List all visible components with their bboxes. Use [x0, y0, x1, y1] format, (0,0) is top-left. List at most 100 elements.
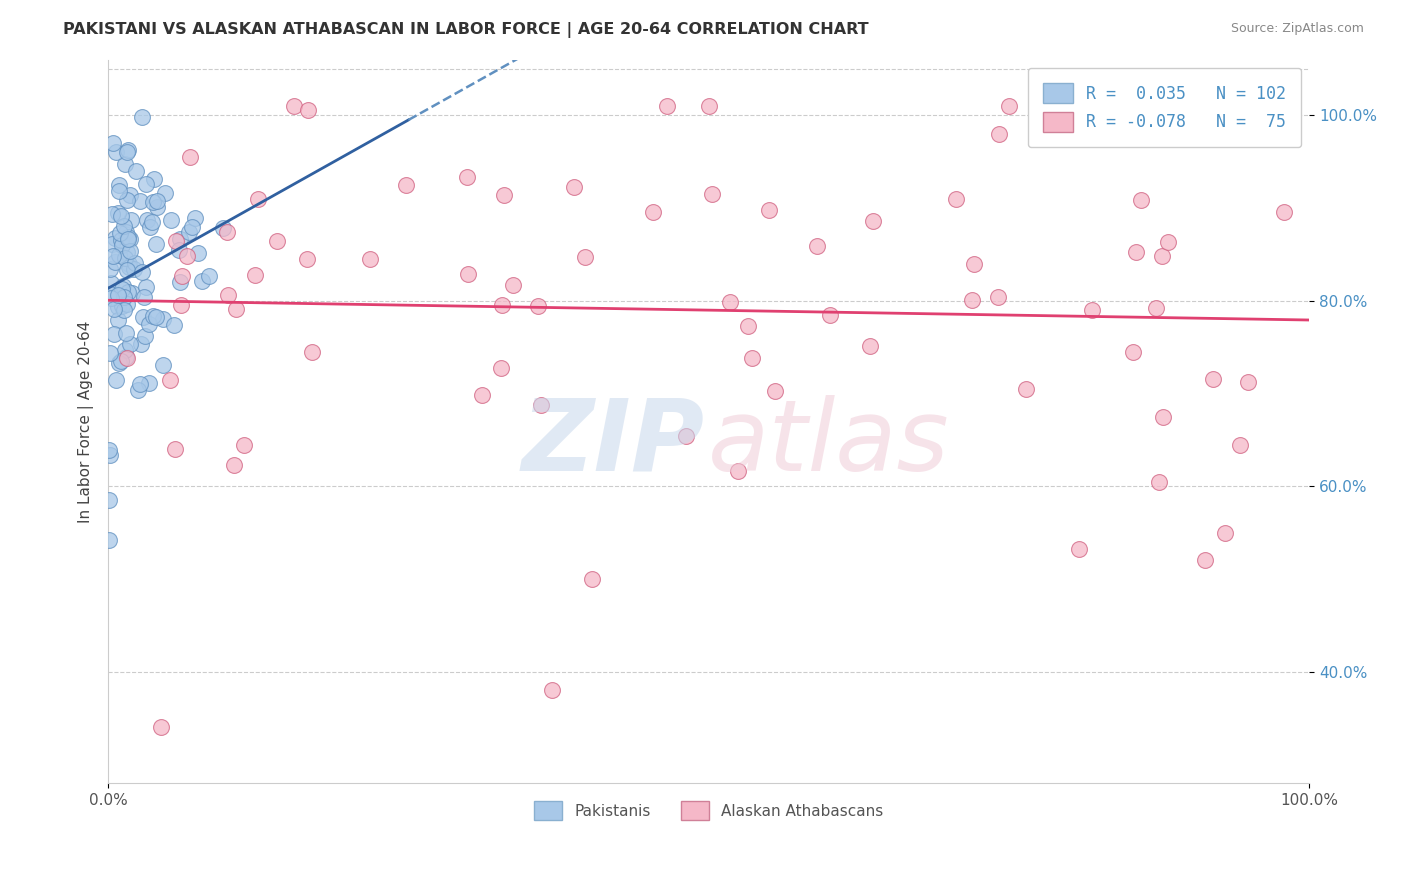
Point [104, 255, 127, 269]
Point [132, 290, 155, 304]
Point [283, 99, 305, 113]
Point [115, 351, 138, 366]
Point [1144, 301, 1167, 316]
Point [117, 232, 139, 246]
Point [998, 99, 1021, 113]
Point [491, 360, 513, 375]
Point [163, 318, 186, 332]
Point [120, 188, 142, 202]
Point [818, 308, 841, 322]
Point [107, 206, 129, 220]
Point [131, 110, 153, 124]
Point [526, 299, 548, 313]
Point [115, 326, 138, 341]
Point [111, 299, 134, 313]
Point [1125, 245, 1147, 260]
Point [198, 269, 221, 284]
Point [187, 246, 209, 260]
Point [181, 220, 204, 235]
Point [97, 493, 120, 508]
Point [108, 248, 131, 262]
Y-axis label: In Labor Force | Age 20-64: In Labor Force | Age 20-64 [79, 320, 94, 523]
Point [718, 295, 741, 310]
Point [145, 237, 167, 252]
Point [395, 178, 418, 193]
Point [111, 282, 134, 296]
Point [301, 344, 323, 359]
Point [159, 373, 181, 387]
Point [142, 194, 165, 209]
Point [135, 280, 157, 294]
Point [697, 99, 720, 113]
Point [806, 238, 828, 252]
Point [138, 317, 160, 331]
Legend: Pakistanis, Alaskan Athabascans: Pakistanis, Alaskan Athabascans [529, 795, 889, 826]
Text: Source: ZipAtlas.com: Source: ZipAtlas.com [1230, 22, 1364, 36]
Point [1147, 475, 1170, 489]
Point [177, 225, 200, 239]
Point [108, 226, 131, 240]
Point [562, 180, 585, 194]
Point [1257, 99, 1279, 113]
Point [131, 310, 153, 325]
Point [141, 215, 163, 229]
Point [1272, 205, 1295, 219]
Point [111, 278, 134, 293]
Point [153, 186, 176, 200]
Point [1130, 193, 1153, 207]
Point [741, 351, 763, 366]
Point [963, 257, 986, 271]
Point [1081, 303, 1104, 318]
Point [115, 193, 138, 207]
Point [138, 376, 160, 390]
Point [101, 249, 124, 263]
Point [98, 442, 121, 457]
Point [112, 219, 135, 233]
Point [98, 287, 121, 301]
Point [184, 211, 207, 226]
Point [120, 337, 142, 351]
Point [127, 384, 149, 398]
Point [100, 276, 122, 290]
Text: ZIP: ZIP [522, 394, 704, 491]
Point [142, 172, 165, 186]
Point [108, 356, 131, 370]
Point [120, 232, 142, 246]
Point [862, 214, 884, 228]
Point [758, 202, 780, 217]
Point [101, 136, 124, 150]
Point [541, 683, 564, 698]
Point [359, 252, 381, 267]
Point [124, 256, 146, 270]
Point [115, 262, 138, 277]
Point [131, 336, 153, 351]
Point [492, 188, 515, 202]
Point [117, 285, 139, 299]
Point [295, 252, 318, 266]
Point [169, 276, 191, 290]
Point [657, 99, 679, 113]
Point [266, 234, 288, 248]
Point [1157, 235, 1180, 250]
Point [131, 265, 153, 279]
Point [139, 219, 162, 234]
Point [107, 312, 129, 326]
Point [145, 194, 167, 209]
Point [114, 343, 136, 358]
Point [297, 103, 319, 118]
Point [129, 194, 152, 208]
Point [134, 329, 156, 343]
Text: atlas: atlas [709, 394, 949, 491]
Point [97, 533, 120, 547]
Point [643, 205, 665, 219]
Text: PAKISTANI VS ALASKAN ATHABASCAN IN LABOR FORCE | AGE 20-64 CORRELATION CHART: PAKISTANI VS ALASKAN ATHABASCAN IN LABOR… [63, 22, 869, 38]
Point [1237, 375, 1260, 389]
Point [581, 572, 603, 586]
Point [118, 257, 141, 271]
Point [232, 438, 254, 452]
Point [1015, 382, 1038, 396]
Point [114, 251, 136, 265]
Point [702, 186, 724, 201]
Point [763, 384, 786, 399]
Point [121, 286, 143, 301]
